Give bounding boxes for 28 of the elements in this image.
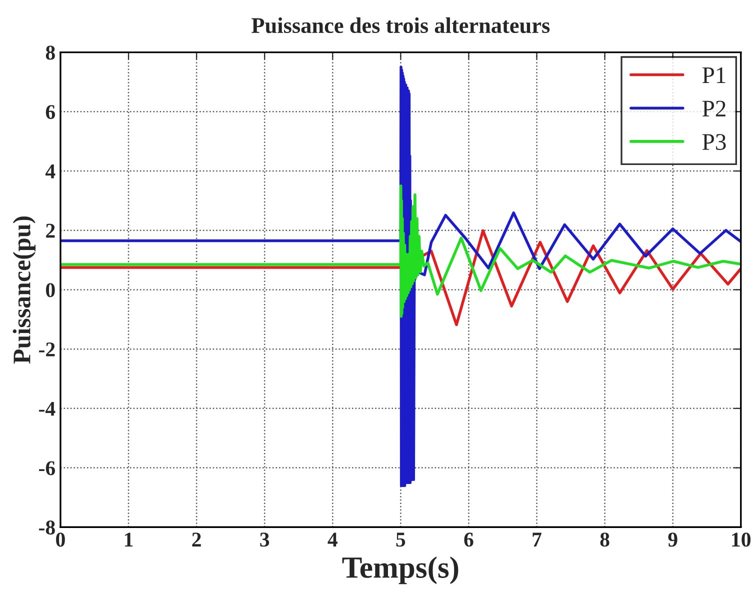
- x-tick-label: 7: [532, 532, 542, 546]
- y-axis-title: Puissance(pu): [12, 216, 36, 364]
- y-tick-label: 0: [46, 283, 55, 298]
- x-tick-label: 5: [396, 532, 406, 547]
- legend-label: P1: [702, 67, 726, 83]
- x-tick-label: 4: [328, 532, 338, 546]
- x-tick-label: 8: [600, 532, 610, 547]
- x-tick-label: 1: [124, 532, 133, 546]
- y-tick-label: -4: [39, 402, 56, 416]
- legend-label: P3: [702, 134, 726, 150]
- y-tick-label: -2: [39, 342, 55, 356]
- x-tick-label: 10: [732, 532, 750, 547]
- x-tick-label: 3: [260, 532, 270, 547]
- chart-title: Puissance des trois alternateurs: [252, 17, 550, 34]
- line-series: [60, 229, 741, 326]
- x-tick-label: 0: [56, 532, 65, 547]
- y-tick-label: -8: [39, 520, 55, 535]
- x-tick-label: 6: [464, 532, 474, 547]
- x-tick-label: 2: [192, 532, 201, 546]
- x-tick-label: 9: [668, 532, 678, 547]
- legend-label: P2: [702, 100, 726, 116]
- y-tick-label: 2: [46, 224, 55, 238]
- y-tick-label: 6: [46, 105, 56, 120]
- x-axis-title: Temps(s): [342, 556, 458, 584]
- y-tick-label: 4: [45, 164, 56, 178]
- line-series: [60, 184, 741, 318]
- y-tick-label: 8: [46, 46, 55, 60]
- y-tick-label: -6: [39, 461, 56, 476]
